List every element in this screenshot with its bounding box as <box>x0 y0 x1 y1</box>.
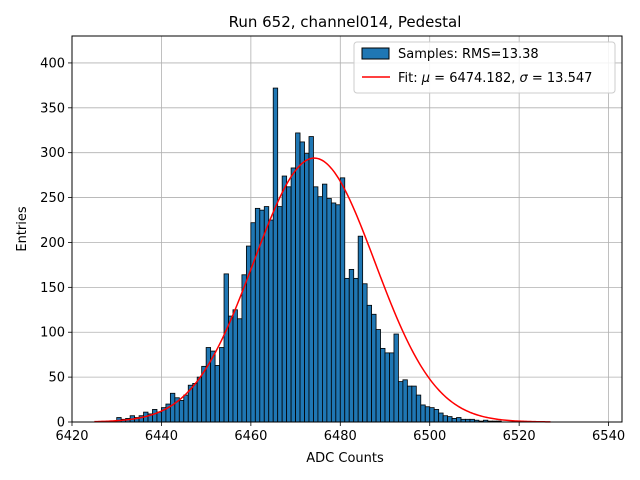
histogram-bar <box>228 315 234 423</box>
histogram-bar <box>384 352 390 423</box>
histogram-bar <box>344 277 350 423</box>
histogram-bar <box>389 352 395 423</box>
histogram-bar <box>424 406 431 423</box>
legend-fit-label: Fit: μ = 6474.182, σ = 13.547 <box>398 71 592 86</box>
histogram-bar <box>152 409 158 423</box>
y-axis-label: Entries <box>15 206 30 252</box>
x-tick-label: 6420 <box>55 429 88 444</box>
histogram-bar <box>411 385 417 423</box>
histogram-bar <box>210 350 216 423</box>
fit-curve <box>94 157 551 423</box>
histogram-bar <box>214 365 220 423</box>
histogram-bar <box>241 274 247 423</box>
histogram-bar <box>335 204 341 423</box>
histogram-bar <box>169 392 176 423</box>
y-tick-label: 250 <box>40 191 65 206</box>
legend-samples-label: Samples: RMS=13.38 <box>398 47 539 62</box>
histogram-bar <box>456 417 462 423</box>
histogram-bar <box>178 400 185 423</box>
histogram-bar <box>398 381 404 423</box>
histogram-bar <box>313 186 319 423</box>
histogram-bar <box>393 333 399 423</box>
histogram-bar <box>281 175 288 423</box>
x-axis-label: ADC Counts <box>306 451 384 466</box>
x-tick-label: 6540 <box>592 429 625 444</box>
histogram-bar <box>353 277 359 423</box>
y-tick-label: 350 <box>40 101 65 116</box>
histogram-bar <box>192 382 198 423</box>
histogram-bar <box>371 313 377 423</box>
histogram-bar <box>263 206 270 423</box>
y-tick-label: 400 <box>40 56 65 71</box>
histogram-bar <box>290 167 296 423</box>
histogram-bar <box>277 206 283 423</box>
histogram-bar <box>254 207 261 423</box>
histogram-bar <box>286 186 292 423</box>
histogram-bar <box>442 415 449 423</box>
histogram-bar <box>339 177 346 423</box>
histogram-bar <box>451 418 457 423</box>
histogram-bar <box>295 132 301 423</box>
histogram-bar <box>304 153 310 423</box>
histogram-bars <box>116 87 502 423</box>
histogram-bar <box>237 318 243 423</box>
histogram-bar <box>366 304 372 423</box>
histogram-bar <box>196 376 203 423</box>
x-tick-label: 6500 <box>413 429 446 444</box>
histogram-bar <box>219 347 225 423</box>
x-axis-ticks: 6420 6440 6460 6480 6500 6520 6540 <box>55 422 625 444</box>
histogram-bar <box>402 379 408 423</box>
y-tick-label: 0 <box>57 416 65 431</box>
y-tick-label: 150 <box>40 281 65 296</box>
x-tick-label: 6520 <box>503 429 536 444</box>
histogram-bar <box>429 407 435 423</box>
histogram-bar <box>348 268 355 423</box>
histogram-bar <box>357 235 364 423</box>
histogram-bar <box>406 385 413 423</box>
y-tick-label: 50 <box>48 371 65 386</box>
chart-title: Run 652, channel014, Pedestal <box>229 13 462 31</box>
legend-box <box>353 41 616 94</box>
histogram-bar <box>330 202 337 423</box>
histogram-bar <box>183 394 189 423</box>
legend: Samples: RMS=13.38 Fit: μ = 6474.182, σ … <box>353 41 616 94</box>
histogram-bar <box>272 87 279 423</box>
y-tick-label: 200 <box>40 236 65 251</box>
histogram-bar <box>205 347 212 423</box>
histogram-bar <box>433 409 440 423</box>
histogram-bar <box>362 283 368 423</box>
x-tick-label: 6480 <box>324 429 357 444</box>
histogram-bar <box>375 329 381 423</box>
histogram-bar <box>223 273 229 423</box>
plot-frame <box>71 35 623 423</box>
histogram-bar <box>317 196 323 423</box>
histogram-bar <box>268 219 274 423</box>
histogram-bar <box>308 136 314 423</box>
histogram-bar <box>326 198 332 423</box>
histogram-bar <box>156 411 162 423</box>
histogram-bar <box>420 404 426 423</box>
histogram-bar <box>322 183 328 423</box>
y-axis-ticks: 0 50 100 150 200 250 300 350 400 <box>40 56 72 431</box>
histogram-bar <box>299 141 305 423</box>
x-tick-label: 6440 <box>145 429 178 444</box>
x-tick-label: 6460 <box>234 429 267 444</box>
legend-samples-swatch <box>361 47 390 60</box>
y-tick-label: 100 <box>40 326 65 341</box>
histogram-bar <box>415 394 422 423</box>
histogram-bar <box>250 222 256 423</box>
histogram-bar <box>447 416 453 423</box>
y-tick-label: 300 <box>40 146 65 161</box>
histogram-bar <box>438 412 444 423</box>
histogram-bar <box>232 309 238 423</box>
histogram-bar <box>380 347 386 423</box>
